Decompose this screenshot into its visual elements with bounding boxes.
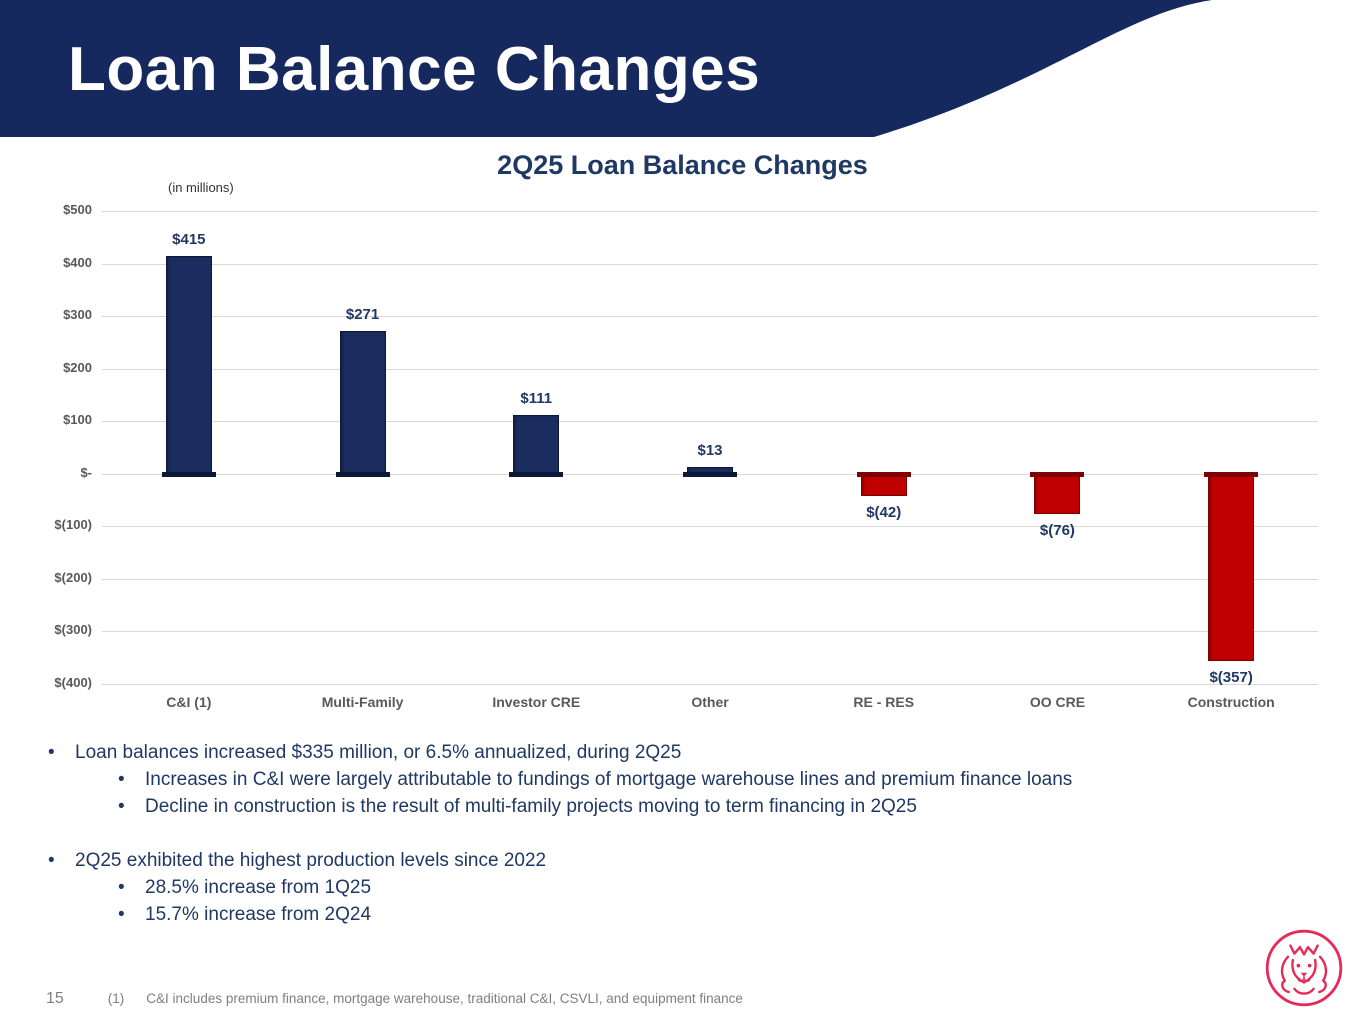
bullet-level2: • 15.7% increase from 2Q24 — [118, 901, 1328, 928]
gridline — [102, 631, 1318, 633]
header-wave-shape — [0, 0, 1212, 137]
category-label: Other — [691, 694, 729, 710]
bullet-text: Increases in C&I were largely attributab… — [145, 769, 1073, 790]
page-title: Loan Balance Changes — [68, 35, 761, 104]
bar-base-cap — [1204, 471, 1259, 477]
bullet-text: 28.5% increase from 1Q25 — [145, 877, 372, 898]
bullet-list: • Loan balances increased $335 million, o… — [48, 739, 1328, 928]
bullet-marker: • — [118, 877, 125, 898]
bullet-level1: • Loan balances increased $335 million, o… — [48, 739, 1328, 766]
bullet-group: • Loan balances increased $335 million, o… — [48, 739, 1328, 820]
bar-value-label: $13 — [697, 441, 723, 459]
y-axis-tick-label: $400 — [63, 254, 92, 270]
category-label: C&I (1) — [166, 694, 212, 710]
bullet-marker: • — [118, 769, 125, 790]
bullet-text: 2Q25 exhibited the highest production le… — [75, 850, 547, 871]
category-axis: C&I (1) Multi-Family Investor CRE Other RE -… — [102, 694, 1318, 710]
footnote-marker: (1) — [107, 991, 125, 1006]
chart-bar-negative — [1034, 473, 1081, 514]
y-axis-tick-label: $(400) — [54, 675, 92, 690]
bar-base-cap — [1030, 471, 1085, 477]
plot-area: $500 $400 $300 $200 $100 $- $(100) $(200) $(300)… — [54, 202, 1318, 690]
chart-bar-negative — [860, 473, 907, 496]
bullet-marker: • — [48, 742, 55, 763]
header-banner: Loan Balance Changes — [0, 0, 1365, 137]
bar-base-cap — [335, 471, 390, 477]
gridline — [102, 578, 1318, 580]
category-label: Multi-Family — [321, 694, 404, 710]
gridline — [102, 263, 1318, 265]
y-axis-tick-label: $(300) — [54, 622, 92, 638]
chart-section: 2Q25 Loan Balance Changes (in millions) … — [0, 150, 1365, 710]
lion-icon — [1265, 929, 1343, 1007]
bullet-text: Loan balances increased $335 million, or… — [75, 742, 682, 763]
chart-bar-positive — [513, 415, 560, 474]
bullet-marker: • — [118, 904, 125, 925]
lion-crest-logo — [1264, 928, 1344, 1008]
bar-value-label: $415 — [172, 230, 206, 248]
bullet-level2: • Increases in C&I were largely attributa… — [118, 766, 1328, 793]
y-axis-tick-label: $100 — [63, 412, 92, 428]
footnote-text: C&I includes premium finance, mortgage w… — [146, 991, 743, 1006]
bullet-level1: • 2Q25 exhibited the highest production l… — [48, 847, 1328, 874]
bar-value-label: $(357) — [1209, 669, 1253, 687]
category-label: Investor CRE — [492, 694, 581, 710]
footer: 15 (1) C&I includes premium finance, mor… — [46, 990, 743, 1008]
category-label: RE - RES — [853, 694, 915, 710]
bullet-level2: • 28.5% increase from 1Q25 — [118, 874, 1328, 901]
bullet-marker: • — [118, 796, 125, 817]
chart-bar-positive — [165, 255, 212, 474]
chart-title: 2Q25 Loan Balance Changes — [497, 150, 868, 180]
bar-value-label: $(42) — [866, 503, 902, 521]
bullet-group: • 2Q25 exhibited the highest production l… — [48, 847, 1328, 928]
bar-base-cap — [509, 471, 564, 477]
chart-bar-positive — [339, 331, 386, 474]
chart-bar-negative — [1208, 473, 1255, 662]
bullet-text: Decline in construction is the result of… — [145, 796, 917, 817]
bar-base-cap — [683, 471, 737, 477]
gridline — [102, 211, 1318, 212]
gridline — [102, 684, 1318, 685]
y-axis-tick-label: $200 — [63, 359, 92, 375]
category-label: OO CRE — [1029, 694, 1086, 710]
gridline — [102, 526, 1318, 528]
bullet-text: 15.7% increase from 2Q24 — [145, 904, 372, 925]
page-number: 15 — [46, 990, 64, 1007]
gridline — [102, 421, 1318, 423]
bar-value-label: $271 — [345, 306, 380, 324]
bar-base-cap — [161, 471, 216, 477]
bar-base-cap — [856, 471, 911, 477]
y-axis-tick-label: $300 — [63, 307, 92, 323]
gridline — [102, 368, 1318, 370]
y-axis-tick-label: $(200) — [54, 569, 92, 585]
bar-value-label: $(76) — [1039, 521, 1075, 539]
y-axis-tick-label: $- — [80, 464, 92, 480]
bar-value-label: $111 — [520, 390, 553, 408]
gridline — [102, 316, 1318, 318]
bullet-marker: • — [48, 850, 55, 871]
y-axis-tick-label: $500 — [63, 202, 92, 217]
y-axis-tick-label: $(100) — [54, 517, 92, 533]
category-label: Construction — [1187, 694, 1275, 710]
chart-units-note: (in millions) — [168, 180, 234, 195]
bullet-level2: • Decline in construction is the result o… — [118, 793, 1328, 820]
